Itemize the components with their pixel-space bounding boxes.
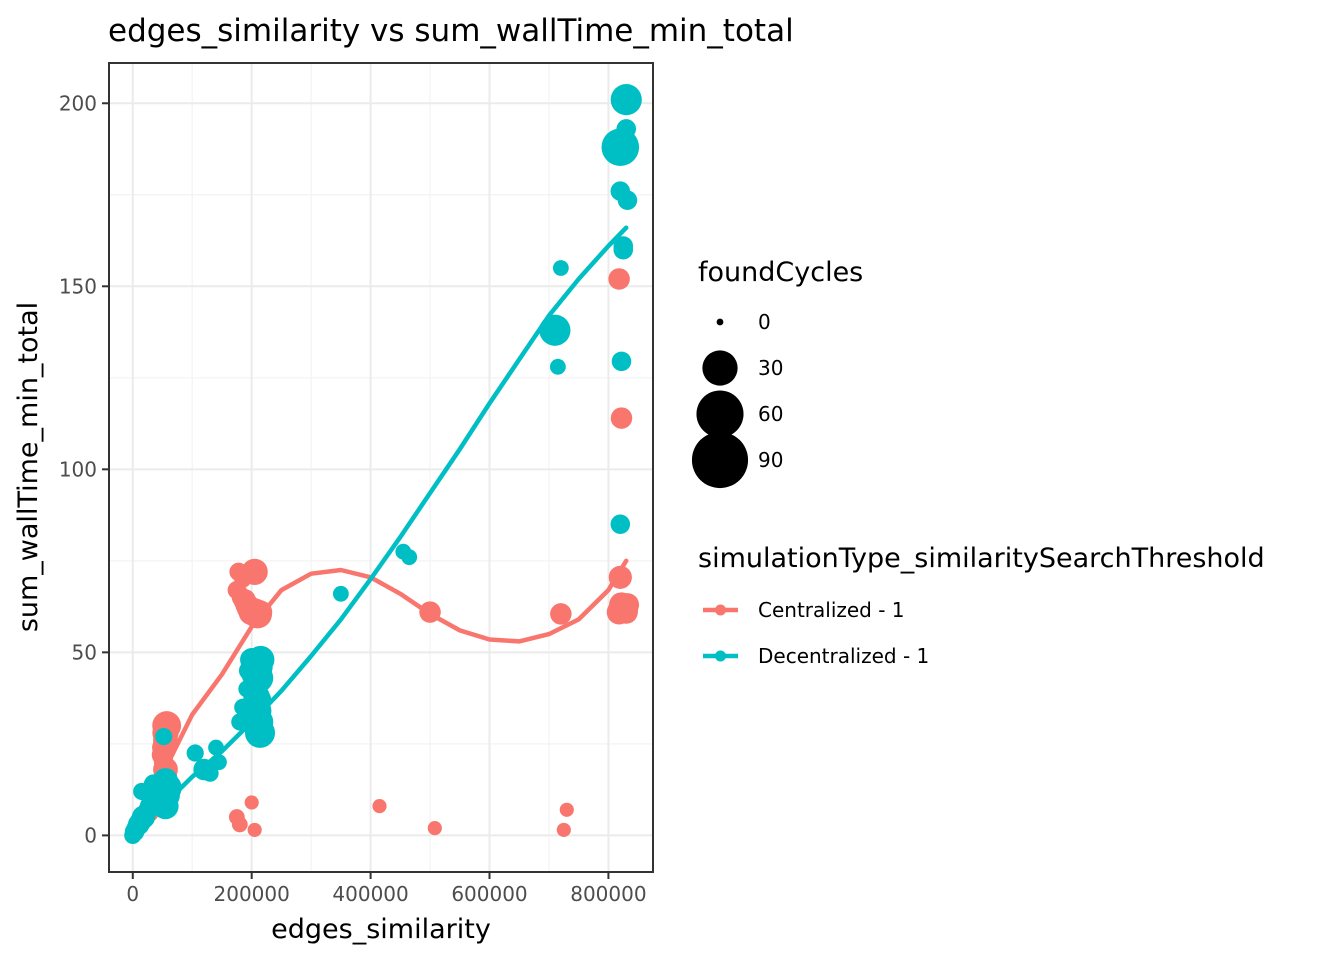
y-tick-label: 100 bbox=[59, 457, 97, 481]
color-legend-title: simulationType_similaritySearchThreshold bbox=[698, 543, 1265, 574]
color-legend-key bbox=[715, 604, 726, 616]
x-axis: 0 200000 400000 600000 800000 bbox=[126, 872, 647, 906]
x-axis-title: edges_similarity bbox=[271, 914, 491, 945]
data-points bbox=[124, 84, 642, 844]
data-point bbox=[427, 820, 442, 836]
data-point bbox=[601, 128, 640, 166]
data-point bbox=[550, 603, 572, 625]
data-point bbox=[244, 712, 271, 739]
y-tick-label: 150 bbox=[59, 274, 97, 298]
y-tick-label: 200 bbox=[59, 91, 97, 115]
data-point bbox=[201, 764, 219, 782]
y-axis-title: sum_wallTime_min_total bbox=[13, 302, 44, 632]
x-tick-label: 0 bbox=[126, 882, 139, 906]
plot-panel bbox=[108, 62, 654, 873]
data-point bbox=[372, 799, 387, 814]
data-point bbox=[617, 190, 638, 211]
size-legend-label: 90 bbox=[758, 448, 783, 472]
data-point bbox=[610, 407, 633, 429]
data-point bbox=[608, 565, 632, 589]
data-point bbox=[559, 802, 574, 817]
data-point bbox=[539, 314, 571, 346]
size-legend-key bbox=[691, 431, 749, 489]
data-point bbox=[549, 358, 566, 375]
data-point bbox=[231, 816, 248, 833]
data-point bbox=[241, 558, 268, 585]
size-legend: foundCycles 0 30 60 90 bbox=[691, 257, 863, 489]
y-axis: 0 50 100 150 200 bbox=[59, 91, 109, 847]
data-point bbox=[248, 600, 273, 624]
data-point bbox=[611, 351, 632, 372]
color-legend-label: Centralized - 1 bbox=[758, 598, 905, 622]
data-point bbox=[613, 236, 634, 256]
data-point bbox=[155, 727, 173, 746]
size-legend-key bbox=[716, 318, 724, 326]
data-point bbox=[246, 687, 272, 713]
data-point bbox=[614, 600, 638, 624]
data-point bbox=[556, 822, 571, 837]
data-point bbox=[211, 754, 227, 771]
data-point bbox=[246, 645, 275, 674]
color-legend-label: Decentralized - 1 bbox=[758, 644, 929, 668]
data-point bbox=[244, 795, 259, 810]
data-point bbox=[208, 739, 224, 756]
data-point bbox=[235, 589, 256, 610]
color-legend: simulationType_similaritySearchThreshold… bbox=[698, 543, 1265, 668]
data-point bbox=[247, 822, 262, 837]
x-tick-label: 400000 bbox=[332, 882, 408, 906]
x-tick-label: 800000 bbox=[570, 882, 646, 906]
size-legend-key bbox=[702, 350, 738, 386]
data-point bbox=[552, 260, 569, 276]
data-point bbox=[610, 84, 642, 116]
plot-background bbox=[109, 63, 653, 872]
plot-border bbox=[108, 62, 654, 873]
size-legend-label: 0 bbox=[758, 310, 771, 334]
data-point bbox=[231, 713, 249, 731]
data-point bbox=[401, 549, 418, 566]
size-legend-label: 30 bbox=[758, 356, 783, 380]
chart-title: edges_similarity vs sum_wallTime_min_tot… bbox=[108, 13, 794, 49]
size-legend-title: foundCycles bbox=[698, 257, 863, 288]
data-point bbox=[332, 585, 349, 602]
data-point bbox=[610, 514, 631, 535]
data-point bbox=[608, 268, 630, 290]
y-tick-label: 0 bbox=[84, 823, 97, 847]
size-legend-label: 60 bbox=[758, 402, 783, 426]
data-point bbox=[153, 768, 178, 793]
y-tick-label: 50 bbox=[72, 640, 97, 664]
x-tick-label: 600000 bbox=[451, 882, 527, 906]
data-point bbox=[419, 601, 441, 623]
data-point bbox=[186, 744, 204, 762]
x-tick-label: 200000 bbox=[214, 882, 290, 906]
size-legend-key bbox=[696, 390, 744, 438]
color-legend-key bbox=[715, 650, 726, 662]
